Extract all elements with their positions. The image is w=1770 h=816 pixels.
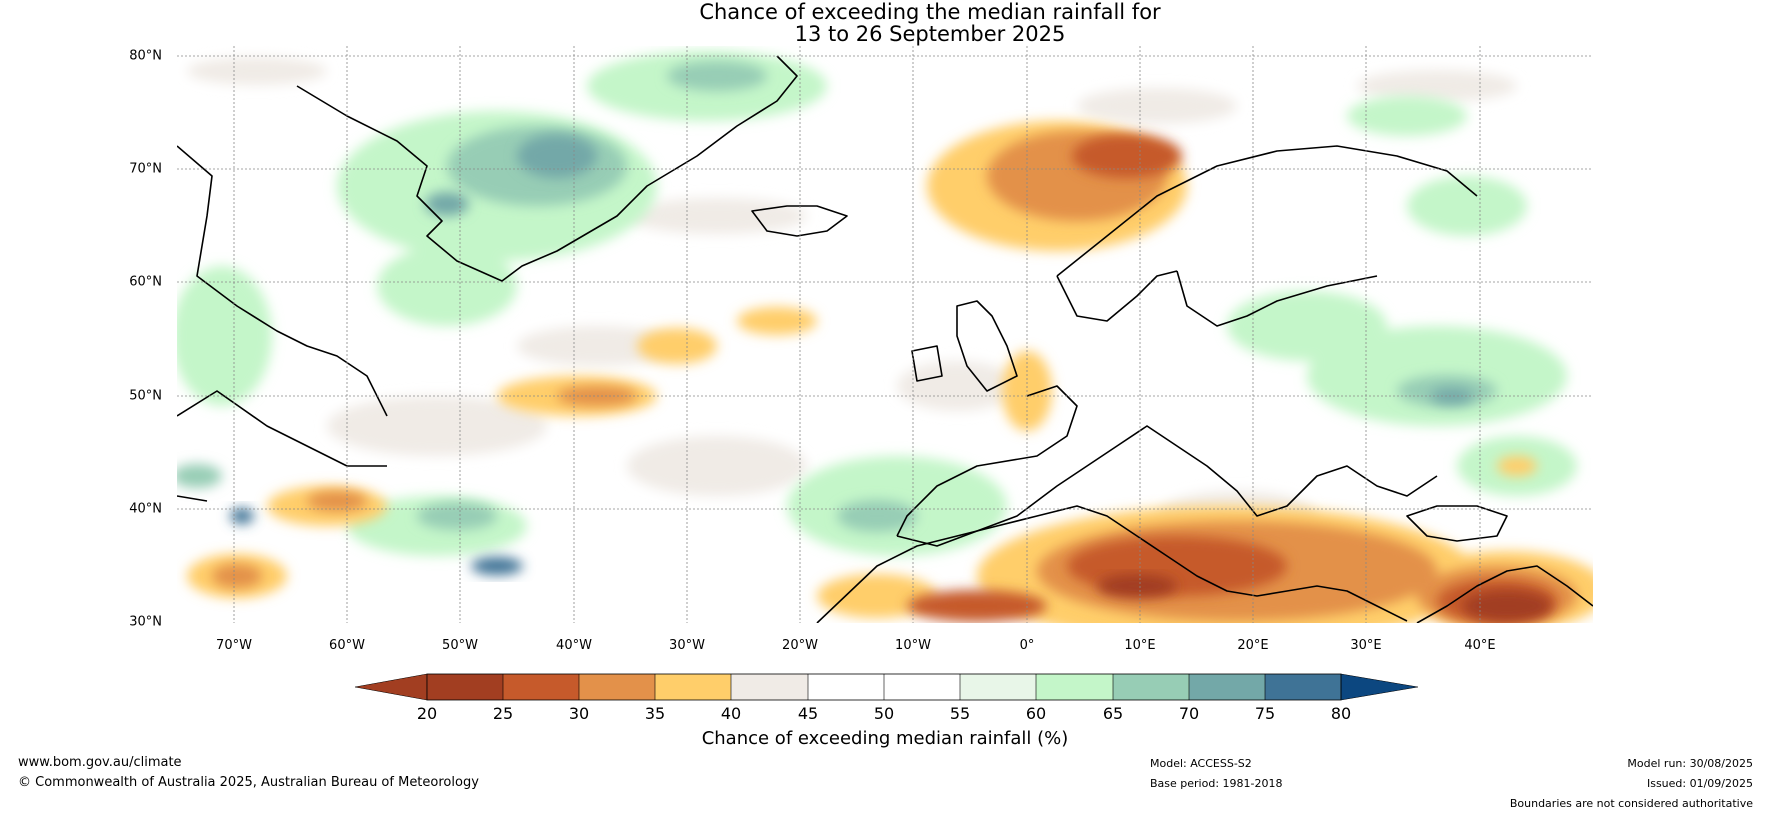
lat-label-40n: 40°N (129, 501, 162, 517)
colorbar-bin-70-75 (1189, 674, 1265, 700)
colorbar-bin-50-55 (884, 674, 960, 700)
colorbar-label: Chance of exceeding median rainfall (%) (701, 728, 1069, 749)
model-run-date: Model run: 30/08/2025 (1627, 757, 1753, 770)
colorbar-tick-40: 40 (720, 704, 742, 723)
lon-label-10w: 10°W (895, 638, 931, 653)
graticule (177, 46, 1593, 623)
copyright-notice: © Commonwealth of Australia 2025, Austra… (18, 775, 479, 790)
lon-label-20w: 20°W (782, 638, 818, 653)
colorbar-tick-30: 30 (568, 704, 590, 723)
colorbar-tick-70: 70 (1178, 704, 1200, 723)
lon-label-0: 0° (1019, 638, 1035, 653)
colorbar-overflow-arrow (1340, 673, 1419, 701)
colorbar-tick-35: 35 (644, 704, 666, 723)
colorbar (354, 673, 1419, 701)
colorbar-tick-75: 75 (1254, 704, 1276, 723)
colorbar-bin-20-25 (427, 674, 503, 700)
lon-label-10e: 10°E (1124, 638, 1156, 653)
lat-label-70n: 70°N (129, 161, 162, 177)
lon-label-30w: 30°W (669, 638, 705, 653)
lat-label-80n: 80°N (129, 48, 162, 64)
colorbar-tick-45: 45 (797, 704, 819, 723)
colorbar-bin-75-80 (1265, 674, 1341, 700)
website-link[interactable]: www.bom.gov.au/climate (18, 755, 182, 770)
base-period: Base period: 1981-2018 (1150, 777, 1283, 790)
colorbar-bin-60-65 (1036, 674, 1113, 700)
colorbar-tick-25: 25 (492, 704, 514, 723)
lon-label-50w: 50°W (442, 638, 478, 653)
lat-label-60n: 60°N (129, 274, 162, 290)
colorbar-bin-40-45 (731, 674, 808, 700)
lon-label-60w: 60°W (329, 638, 365, 653)
map-title-line2: 13 to 26 September 2025 (794, 22, 1066, 46)
lat-label-30n: 30°N (129, 614, 162, 630)
colorbar-tick-55: 55 (949, 704, 971, 723)
lon-label-30e: 30°E (1350, 638, 1382, 653)
colorbar-bin-25-30 (503, 674, 579, 700)
boundaries-disclaimer: Boundaries are not considered authoritat… (1509, 797, 1753, 810)
model-name: Model: ACCESS-S2 (1150, 757, 1252, 770)
colorbar-tick-20: 20 (416, 704, 438, 723)
issued-date: Issued: 01/09/2025 (1646, 777, 1753, 790)
rainfall-map (177, 46, 1593, 623)
rainfall-map-canvas (177, 46, 1593, 623)
lon-label-40w: 40°W (556, 638, 592, 653)
colorbar-tick-60: 60 (1025, 704, 1047, 723)
colorbar-tick-80: 80 (1330, 704, 1352, 723)
coastlines (177, 55, 1593, 623)
lon-label-20e: 20°E (1237, 638, 1269, 653)
colorbar-tick-50: 50 (873, 704, 895, 723)
lon-label-40e: 40°E (1464, 638, 1496, 653)
lat-label-50n: 50°N (129, 388, 162, 404)
colorbar-bin-45-50 (808, 674, 884, 700)
colorbar-tick-65: 65 (1102, 704, 1124, 723)
lon-label-70w: 70°W (216, 638, 252, 653)
colorbar-bin-30-35 (579, 674, 655, 700)
colorbar-bin-55-60 (960, 674, 1036, 700)
map-title-line1: Chance of exceeding the median rainfall … (699, 0, 1161, 24)
colorbar-bin-65-70 (1113, 674, 1189, 700)
colorbar-bin-35-40 (655, 674, 731, 700)
colorbar-underflow-arrow (354, 673, 428, 701)
